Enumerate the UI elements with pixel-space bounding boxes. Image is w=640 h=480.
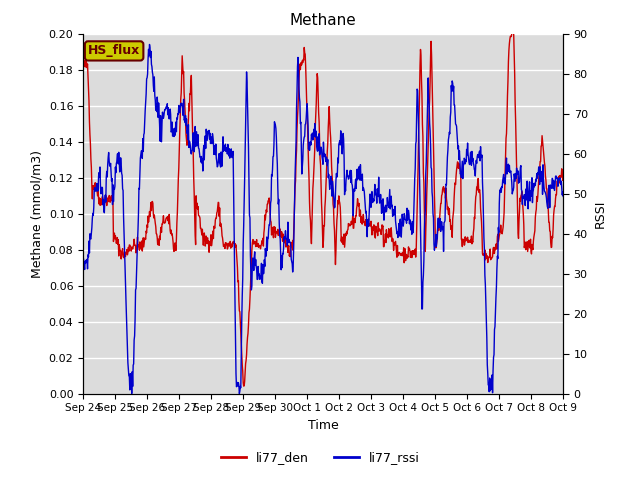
X-axis label: Time: Time	[308, 419, 339, 432]
Y-axis label: Methane (mmol/m3): Methane (mmol/m3)	[30, 150, 43, 277]
Legend: li77_den, li77_rssi: li77_den, li77_rssi	[216, 446, 424, 469]
Text: HS_flux: HS_flux	[88, 44, 140, 58]
Y-axis label: RSSI: RSSI	[593, 199, 606, 228]
Title: Methane: Methane	[290, 13, 356, 28]
